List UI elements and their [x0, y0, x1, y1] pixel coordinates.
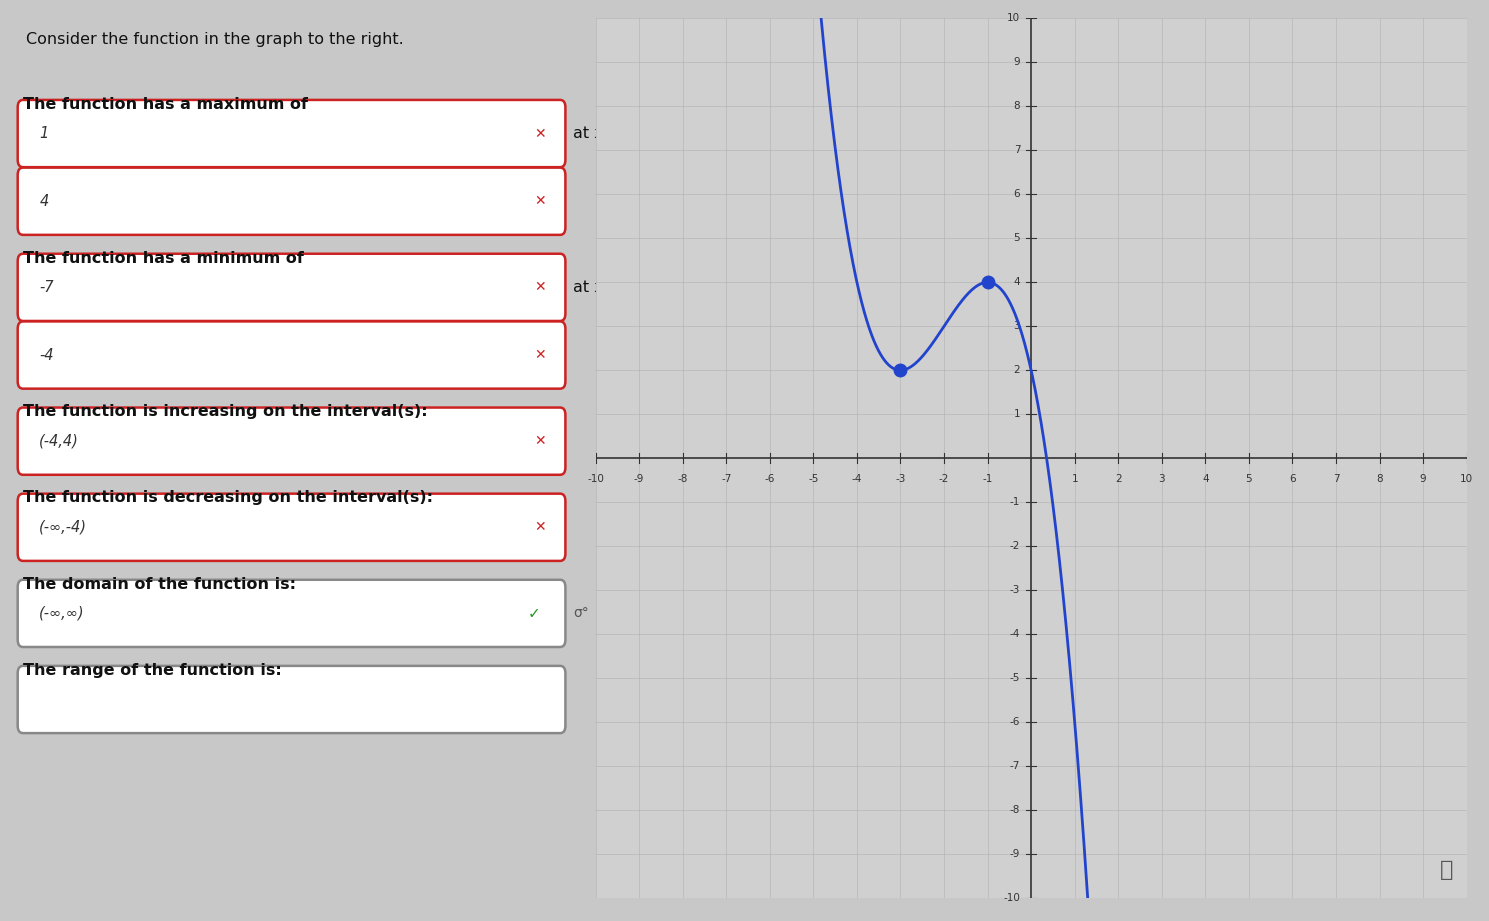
Text: -4: -4: [852, 473, 862, 484]
FancyBboxPatch shape: [18, 494, 566, 561]
Text: at x =: at x =: [573, 126, 622, 141]
Text: The function is decreasing on the interval(s):: The function is decreasing on the interv…: [22, 491, 433, 506]
Text: 5: 5: [1246, 473, 1252, 484]
FancyBboxPatch shape: [18, 580, 566, 647]
FancyBboxPatch shape: [18, 100, 566, 168]
Text: (-∞,-4): (-∞,-4): [39, 519, 88, 535]
Text: (-4,4): (-4,4): [39, 434, 79, 449]
Text: (-∞,∞): (-∞,∞): [39, 606, 85, 621]
Text: The function has a minimum of: The function has a minimum of: [22, 251, 304, 265]
Text: 2: 2: [1014, 366, 1020, 375]
FancyBboxPatch shape: [18, 666, 566, 733]
Text: -2: -2: [1010, 542, 1020, 551]
Text: -8: -8: [1010, 805, 1020, 815]
Text: 6: 6: [1289, 473, 1295, 484]
Text: -10: -10: [587, 473, 605, 484]
Text: ✕: ✕: [535, 126, 546, 141]
Text: 4: 4: [1014, 277, 1020, 287]
Text: 4: 4: [1202, 473, 1209, 484]
Text: ✓: ✓: [527, 606, 541, 621]
Text: The domain of the function is:: The domain of the function is:: [22, 577, 296, 591]
Text: -7: -7: [1010, 761, 1020, 771]
Text: 8: 8: [1014, 101, 1020, 111]
Text: 4: 4: [39, 193, 49, 209]
Text: 8: 8: [1376, 473, 1383, 484]
FancyBboxPatch shape: [18, 408, 566, 475]
Text: Consider the function in the graph to the right.: Consider the function in the graph to th…: [27, 32, 404, 47]
Text: ✕: ✕: [535, 194, 546, 208]
Text: 2: 2: [1115, 473, 1121, 484]
FancyBboxPatch shape: [18, 321, 566, 389]
Text: -7: -7: [39, 280, 54, 295]
Text: 10: 10: [1461, 473, 1473, 484]
Text: -1: -1: [983, 473, 993, 484]
Text: 7: 7: [1333, 473, 1339, 484]
Text: -6: -6: [765, 473, 774, 484]
Text: at x =: at x =: [573, 280, 622, 295]
Text: σ°: σ°: [573, 606, 590, 621]
Text: -6: -6: [1010, 717, 1020, 727]
Text: -1: -1: [1010, 497, 1020, 507]
Text: The function is increasing on the interval(s):: The function is increasing on the interv…: [22, 404, 427, 419]
Text: 5: 5: [1014, 233, 1020, 243]
Text: 1: 1: [39, 126, 49, 141]
Text: -10: -10: [1004, 893, 1020, 903]
Text: -9: -9: [634, 473, 645, 484]
Text: -2: -2: [940, 473, 948, 484]
Text: 3: 3: [1158, 473, 1164, 484]
Text: ⌕: ⌕: [1440, 860, 1453, 880]
Text: 10: 10: [1007, 14, 1020, 23]
Text: The function has a maximum of: The function has a maximum of: [22, 97, 308, 111]
Text: 7: 7: [1014, 146, 1020, 156]
Text: ✕: ✕: [535, 520, 546, 534]
Text: -3: -3: [1010, 585, 1020, 595]
Text: -4: -4: [1010, 629, 1020, 639]
Text: ✕: ✕: [535, 348, 546, 362]
Text: 9: 9: [1014, 57, 1020, 67]
Text: 6: 6: [1014, 190, 1020, 199]
Text: 9: 9: [1421, 473, 1426, 484]
Text: The range of the function is:: The range of the function is:: [22, 663, 281, 678]
FancyBboxPatch shape: [18, 168, 566, 235]
Text: ✕: ✕: [535, 434, 546, 449]
Text: -5: -5: [1010, 673, 1020, 683]
Text: -5: -5: [809, 473, 819, 484]
FancyBboxPatch shape: [18, 254, 566, 321]
Text: 1: 1: [1072, 473, 1078, 484]
Text: -7: -7: [721, 473, 731, 484]
Text: 1: 1: [1014, 409, 1020, 419]
Text: -8: -8: [677, 473, 688, 484]
Text: ✕: ✕: [535, 280, 546, 295]
Text: -9: -9: [1010, 849, 1020, 859]
Text: -3: -3: [895, 473, 905, 484]
Text: 3: 3: [1014, 321, 1020, 332]
Text: -4: -4: [39, 347, 54, 363]
